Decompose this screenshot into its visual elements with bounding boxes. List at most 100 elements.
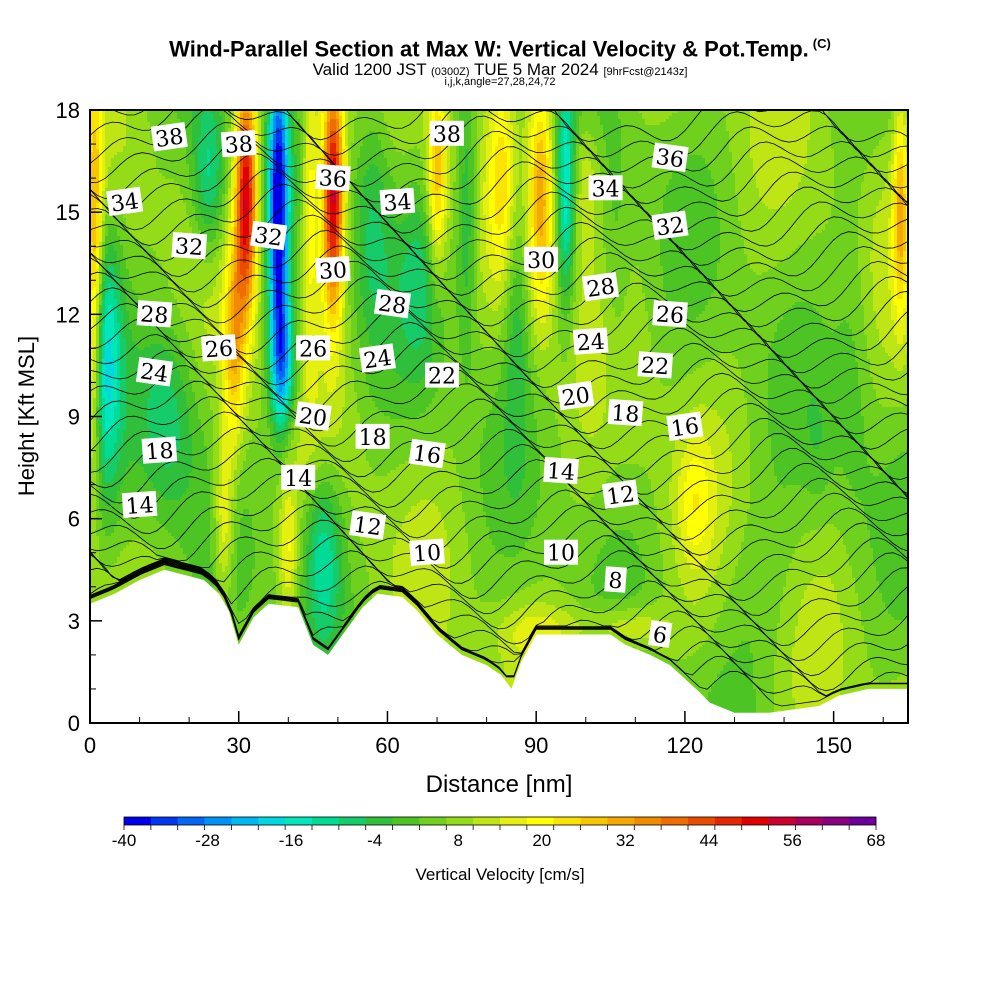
w-cell: [477, 122, 481, 126]
w-cell: [135, 158, 139, 162]
w-cell: [351, 158, 355, 162]
w-cell: [765, 116, 769, 120]
w-cell: [891, 110, 895, 114]
w-cell: [732, 155, 736, 159]
w-cell: [195, 110, 199, 114]
w-cell: [615, 161, 619, 165]
w-cell: [768, 143, 772, 147]
w-cell: [840, 143, 844, 147]
w-cell: [228, 119, 232, 123]
w-cell: [777, 110, 781, 114]
w-cell: [198, 110, 202, 114]
w-cell: [264, 122, 268, 126]
w-cell: [297, 113, 301, 117]
w-cell: [591, 143, 595, 147]
w-cell: [234, 161, 238, 165]
w-cell: [831, 119, 835, 123]
w-cell: [600, 158, 604, 162]
w-cell: [375, 110, 379, 114]
w-cell: [447, 161, 451, 165]
w-cell: [810, 158, 814, 162]
w-cell: [774, 134, 778, 138]
w-cell: [195, 113, 199, 117]
w-cell: [468, 143, 472, 147]
w-cell: [699, 140, 703, 144]
w-cell: [186, 134, 190, 138]
w-cell: [108, 164, 112, 168]
w-cell: [261, 131, 265, 135]
w-cell: [573, 137, 577, 141]
w-cell: [261, 122, 265, 126]
w-cell: [399, 146, 403, 150]
w-cell: [498, 161, 502, 165]
w-cell: [294, 155, 298, 159]
w-cell: [144, 113, 148, 117]
w-cell: [597, 125, 601, 129]
w-cell: [648, 146, 652, 150]
w-cell: [735, 128, 739, 132]
w-cell: [807, 116, 811, 120]
w-cell: [549, 122, 553, 126]
w-cell: [285, 146, 289, 150]
w-cell: [477, 119, 481, 123]
w-cell: [885, 122, 889, 126]
w-cell: [723, 152, 727, 156]
w-cell: [225, 164, 229, 168]
w-cell: [891, 119, 895, 123]
w-cell: [558, 131, 562, 135]
w-cell: [465, 140, 469, 144]
w-cell: [762, 143, 766, 147]
w-cell: [483, 158, 487, 162]
w-cell: [810, 128, 814, 132]
w-cell: [570, 152, 574, 156]
w-cell: [549, 158, 553, 162]
w-cell: [585, 110, 589, 114]
w-cell: [681, 137, 685, 141]
w-cell: [207, 140, 211, 144]
w-cell: [825, 155, 829, 159]
w-cell: [195, 146, 199, 150]
w-cell: [618, 137, 622, 141]
w-cell: [219, 131, 223, 135]
w-cell: [753, 140, 757, 144]
w-cell: [384, 113, 388, 117]
w-cell: [432, 146, 436, 150]
w-cell: [249, 119, 253, 123]
w-cell: [510, 116, 514, 120]
w-cell: [828, 152, 832, 156]
w-cell: [384, 137, 388, 141]
w-cell: [741, 149, 745, 153]
w-cell: [615, 134, 619, 138]
w-cell: [297, 128, 301, 132]
w-cell: [567, 143, 571, 147]
w-cell: [498, 137, 502, 141]
w-cell: [597, 134, 601, 138]
w-cell: [711, 134, 715, 138]
w-cell: [771, 119, 775, 123]
w-cell: [897, 116, 901, 120]
w-cell: [585, 158, 589, 162]
w-cell: [798, 140, 802, 144]
w-cell: [672, 125, 676, 129]
w-cell: [813, 161, 817, 165]
w-cell: [675, 113, 679, 117]
w-cell: [111, 131, 115, 135]
w-cell: [435, 110, 439, 114]
w-cell: [567, 110, 571, 114]
w-cell: [276, 137, 280, 141]
w-cell: [120, 143, 124, 147]
w-cell: [738, 149, 742, 153]
w-cell: [786, 143, 790, 147]
w-cell: [870, 131, 874, 135]
w-cell: [570, 119, 574, 123]
w-cell: [240, 125, 244, 129]
w-cell: [567, 113, 571, 117]
w-cell: [768, 140, 772, 144]
w-cell: [126, 155, 130, 159]
w-cell: [600, 143, 604, 147]
w-cell: [639, 158, 643, 162]
w-cell: [309, 122, 313, 126]
w-cell: [270, 158, 274, 162]
w-cell: [213, 143, 217, 147]
w-cell: [183, 155, 187, 159]
